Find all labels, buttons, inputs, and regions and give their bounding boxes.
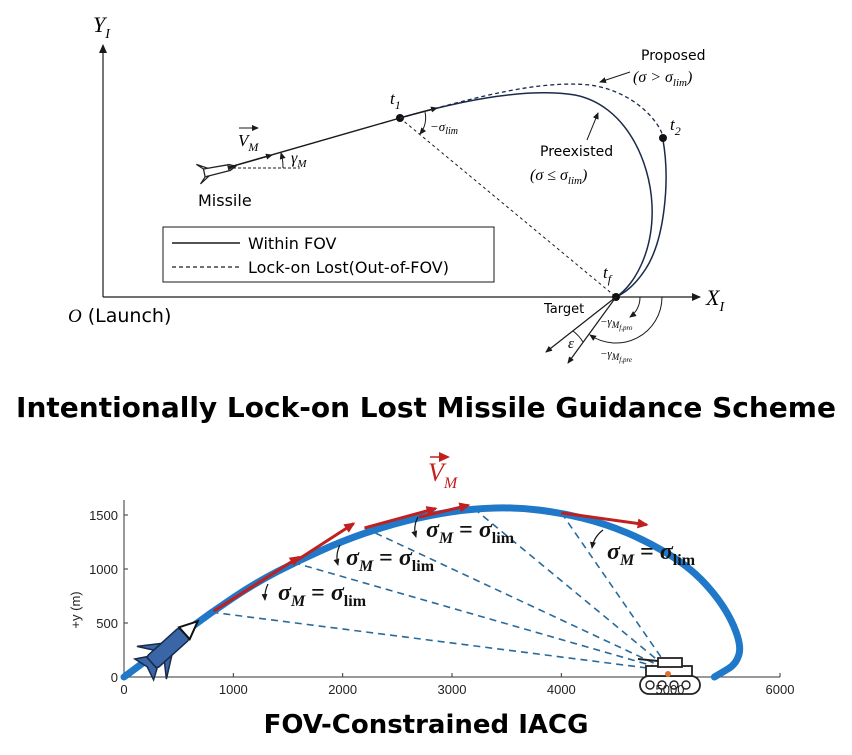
proposed-pointer [599,71,631,83]
proposed-trajectory-solid [615,139,667,298]
sigma-label-1: σM = σlim [261,580,367,610]
y-axis-label: YI [93,12,111,42]
x-tick-label: 2000 [328,682,357,697]
origin-label: O (Launch) [68,305,171,327]
missile-label: Missile [198,191,252,210]
los-line-group [211,507,672,672]
t1-label: t1 [390,89,401,112]
sigma-lim-label: −σlim [430,119,458,137]
missile-icon [196,163,238,185]
los-dashed-line [399,117,617,298]
top-caption: Intentionally Lock-on Lost Missile Guida… [16,391,836,424]
los-line [473,507,672,672]
legend-item-within-fov: Within FOV [248,234,337,253]
target-label: Target [543,302,584,317]
terminal-arrow-pro [567,296,617,364]
los-line [560,512,672,672]
missile-icon-bottom [132,619,200,682]
preexisted-pointer [586,112,599,141]
tank-label: 5000 [656,682,685,697]
velocity-arrow-t1 [402,106,438,118]
los-line [364,527,672,672]
bottom-caption: FOV-Constrained IACG [264,710,589,740]
sigma-label-4: σM = σlim [590,529,696,569]
los-line [293,561,671,672]
velocity-arrow-group [212,502,649,613]
tank-icon [637,657,701,695]
velocity-vector [212,555,301,613]
gamma-pre-label: −γMf,pre [600,348,632,364]
tf-label: tf [603,263,613,286]
svg-text:σM = σlim: σM = σlim [346,545,435,575]
preexisted-trajectory [399,92,653,298]
y-tick-group: 0 500 1000 1500 [89,508,128,685]
velocity-vector [292,522,356,564]
proposed-label: Proposed [641,48,705,64]
velocity-arrow [229,153,273,168]
preexisted-label: Preexisted [540,144,613,160]
x-tick-label: 6000 [766,682,795,697]
gamma-arc [279,152,286,169]
gamma-pro-arc [629,296,641,318]
x-tick-label: 3000 [438,682,467,697]
sigma-lim-arc [419,111,427,135]
epsilon-label: ε [568,336,574,352]
bottom-chart: +y (m) 0 1000 2000 3000 4000 6000 0 500 1000 150… [68,452,794,697]
sigma-label-2: σM = σlim [333,544,435,575]
gamma-pre-arc [589,296,663,344]
svg-text:σM = σlim: σM = σlim [278,580,367,610]
y-tick-label: 1500 [89,508,118,523]
x-axis-label: XI [705,285,725,315]
t2-point [659,134,667,142]
velocity-vector [561,511,649,529]
bottom-velocity-label: VM [428,458,459,492]
terminal-arrow-pre [545,296,617,353]
svg-text:σM = σlim: σM = σlim [607,539,696,569]
legend-item-lock-on-lost: Lock-on Lost(Out-of-FOV) [248,258,449,277]
chart-y-label: +y (m) [68,591,83,628]
y-tick-label: 500 [96,616,118,631]
sigma-label-3: σM = σlim [411,516,515,547]
x-tick-label: 0 [120,682,127,697]
epsilon-arc [572,330,584,343]
gamma-label: γM [291,150,307,170]
gamma-pro-label: −γMf,pro [600,316,633,332]
t2-label: t2 [670,115,681,138]
y-tick-label: 0 [111,670,118,685]
preexisted-condition: (σ ≤ σlim) [530,167,587,187]
top-diagram: YI XI O (Launch) Missile VM γM t1 −σlim [68,12,725,364]
svg-text:σM = σlim: σM = σlim [426,517,515,547]
x-tick-label: 4000 [547,682,576,697]
velocity-label: VM [238,131,259,154]
x-tick-group: 0 1000 2000 3000 4000 6000 [120,673,794,697]
velocity-vector [418,502,471,519]
proposed-trajectory [399,83,664,141]
x-tick-label: 1000 [219,682,248,697]
legend: Within FOV Lock-on Lost(Out-of-FOV) [162,226,495,283]
velocity-vector [364,506,438,530]
proposed-condition: (σ > σlim) [633,69,692,89]
y-tick-label: 1000 [89,562,118,577]
los-line [211,611,671,672]
